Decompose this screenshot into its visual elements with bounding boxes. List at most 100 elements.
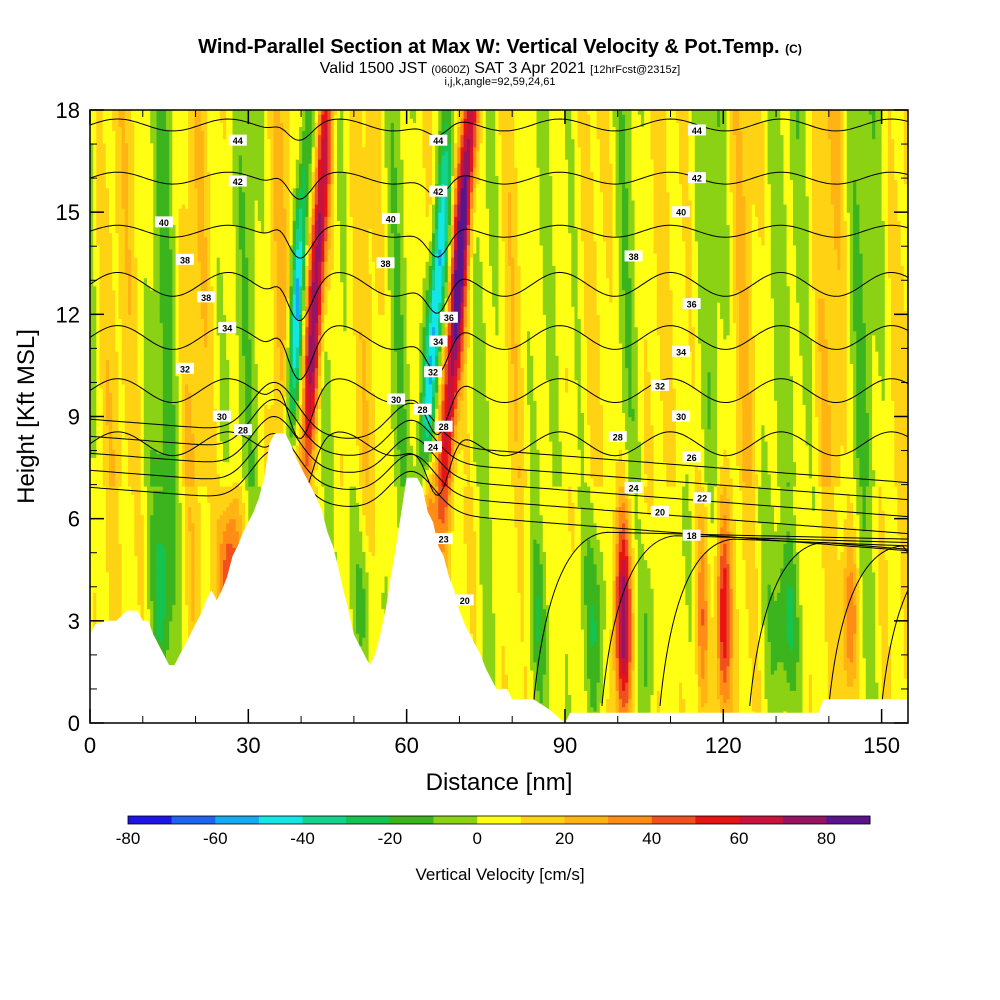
velocity-cell — [102, 347, 107, 352]
velocity-cell — [112, 216, 116, 221]
velocity-cell — [137, 114, 142, 119]
velocity-cell — [131, 506, 135, 512]
velocity-cell — [128, 367, 132, 373]
velocity-cell — [124, 424, 129, 430]
velocity-cell — [102, 302, 107, 307]
velocity-cell — [140, 412, 145, 418]
velocity-cell — [105, 596, 110, 601]
velocity-cell — [128, 567, 132, 573]
velocity-cell — [109, 236, 113, 242]
velocity-cell — [131, 138, 135, 144]
velocity-cell — [131, 453, 135, 458]
velocity-cell — [137, 392, 142, 397]
velocity-cell — [124, 257, 129, 262]
velocity-cell — [99, 330, 104, 336]
velocity-cell — [121, 473, 126, 479]
velocity-cell — [128, 326, 132, 332]
velocity-cell — [112, 240, 116, 246]
velocity-cell — [118, 396, 123, 401]
velocity-cell — [128, 269, 132, 275]
velocity-cell — [131, 571, 135, 577]
velocity-cell — [93, 428, 97, 434]
velocity-cell — [109, 396, 113, 401]
velocity-cell — [93, 248, 97, 254]
velocity-cell — [115, 244, 120, 250]
velocity-cell — [96, 240, 101, 246]
velocity-cell — [93, 163, 97, 168]
velocity-cell — [96, 530, 101, 536]
velocity-cell — [99, 232, 104, 238]
velocity-cell — [99, 367, 104, 373]
velocity-cell — [93, 526, 97, 532]
velocity-cell — [137, 428, 142, 434]
velocity-cell — [99, 269, 104, 275]
velocity-cell — [137, 110, 142, 115]
velocity-cell — [140, 150, 145, 156]
velocity-cell — [131, 567, 135, 573]
velocity-cell — [137, 477, 142, 483]
velocity-cell — [99, 167, 104, 172]
velocity-cell — [102, 420, 107, 426]
velocity-cell — [115, 306, 120, 311]
velocity-cell — [121, 208, 126, 213]
velocity-cell — [99, 371, 104, 377]
velocity-cell — [93, 465, 97, 471]
velocity-cell — [93, 155, 97, 160]
velocity-cell — [140, 379, 145, 385]
velocity-cell — [96, 469, 101, 475]
velocity-cell — [99, 257, 104, 262]
velocity-cell — [96, 248, 101, 254]
velocity-cell — [93, 261, 97, 266]
velocity-cell — [112, 187, 116, 193]
velocity-cell — [115, 567, 120, 573]
velocity-cell — [121, 224, 126, 230]
velocity-cell — [124, 367, 129, 373]
velocity-cell — [90, 347, 94, 352]
velocity-cell — [105, 298, 110, 303]
velocity-cell — [140, 424, 145, 430]
velocity-cell — [99, 514, 104, 520]
velocity-cell — [96, 506, 101, 512]
velocity-cell — [131, 555, 135, 561]
velocity-cell — [121, 571, 126, 577]
velocity-cell — [131, 150, 135, 156]
velocity-cell — [124, 175, 129, 181]
velocity-cell — [105, 424, 110, 430]
velocity-cell — [99, 465, 104, 471]
velocity-cell — [121, 486, 126, 491]
velocity-cell — [134, 355, 139, 360]
velocity-cell — [137, 265, 142, 270]
velocity-cell — [105, 592, 110, 597]
velocity-cell — [90, 412, 94, 418]
velocity-cell — [131, 314, 135, 319]
velocity-cell — [102, 412, 107, 418]
velocity-cell — [109, 253, 113, 258]
velocity-cell — [102, 526, 107, 532]
velocity-cell — [96, 571, 101, 577]
velocity-cell — [121, 236, 126, 242]
velocity-cell — [121, 281, 126, 287]
velocity-cell — [118, 473, 123, 479]
velocity-cell — [105, 342, 110, 348]
velocity-cell — [134, 592, 139, 597]
velocity-cell — [96, 580, 101, 585]
velocity-cell — [105, 253, 110, 258]
velocity-cell — [109, 306, 113, 311]
velocity-cell — [140, 416, 145, 422]
velocity-cell — [118, 428, 123, 434]
velocity-cell — [140, 547, 145, 552]
velocity-cell — [137, 604, 142, 610]
velocity-cell — [112, 604, 116, 610]
velocity-cell — [118, 306, 123, 311]
velocity-cell — [118, 240, 123, 246]
chart-title: Wind-Parallel Section at Max W: Vertical… — [90, 36, 910, 59]
velocity-cell — [115, 212, 120, 217]
velocity-cell — [140, 567, 145, 573]
velocity-cell — [137, 261, 142, 266]
velocity-cell — [131, 269, 135, 275]
velocity-cell — [131, 408, 135, 413]
velocity-cell — [137, 600, 142, 606]
velocity-cell — [99, 163, 104, 168]
velocity-cell — [118, 543, 123, 548]
velocity-cell — [90, 555, 94, 561]
